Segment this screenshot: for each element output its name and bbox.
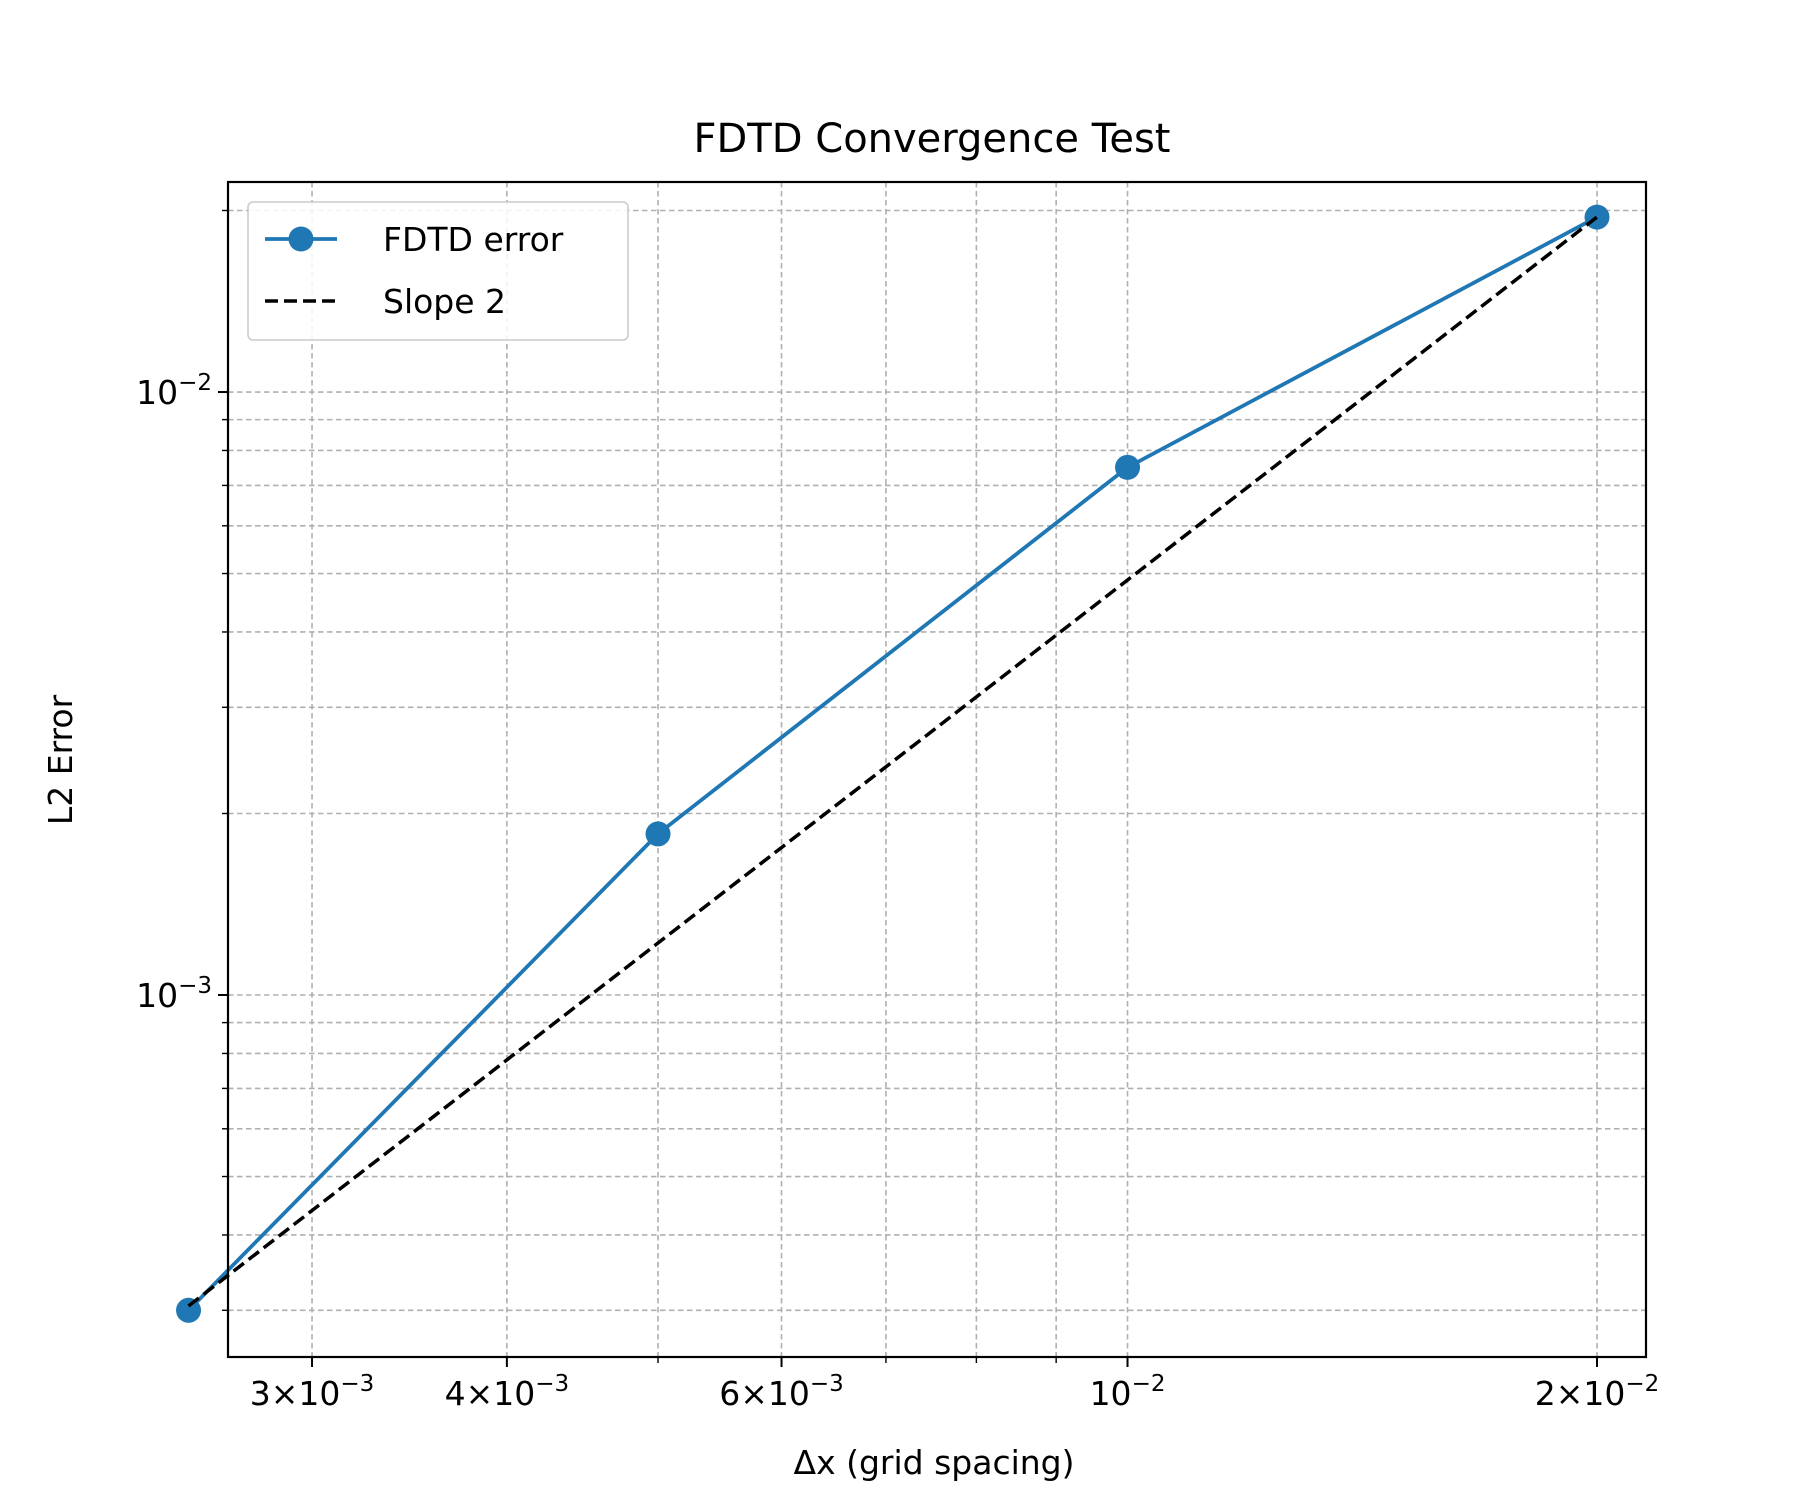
- series-line-slope-2: [187, 215, 1599, 1308]
- plot-frame: [226, 180, 1648, 1359]
- series-line-fdtd-error: [187, 215, 1598, 1312]
- x-tick-label: 6×10−3: [719, 1371, 844, 1413]
- series-layer: [176, 204, 1610, 1323]
- axis-ticks: 3×10−3 4×10−3 6×10−3 10−2 2×10−2 10−3 10−2: [136, 209, 1660, 1413]
- data-point: [645, 821, 671, 847]
- y-tick-label: 10−2: [136, 370, 212, 412]
- x-tick-label: 10−2: [1090, 1371, 1166, 1413]
- data-point: [1115, 454, 1141, 480]
- legend-box: [247, 201, 629, 341]
- x-tick-label: 3×10−3: [250, 1371, 375, 1413]
- y-axis-label: L2 Error: [41, 694, 80, 825]
- legend-marker: [288, 226, 314, 252]
- y-tick-label: 10−3: [136, 973, 212, 1015]
- chart-title: FDTD Convergence Test: [694, 116, 1171, 162]
- x-axis-label: Δx (grid spacing): [794, 1443, 1075, 1482]
- x-tick-label: 4×10−3: [445, 1371, 570, 1413]
- legend-label: FDTD error: [383, 220, 564, 259]
- legend-label: Slope 2: [383, 282, 506, 321]
- x-tick-label: 2×10−2: [1535, 1371, 1660, 1413]
- data-point: [176, 1297, 202, 1323]
- legend: FDTD error Slope 2: [247, 201, 629, 341]
